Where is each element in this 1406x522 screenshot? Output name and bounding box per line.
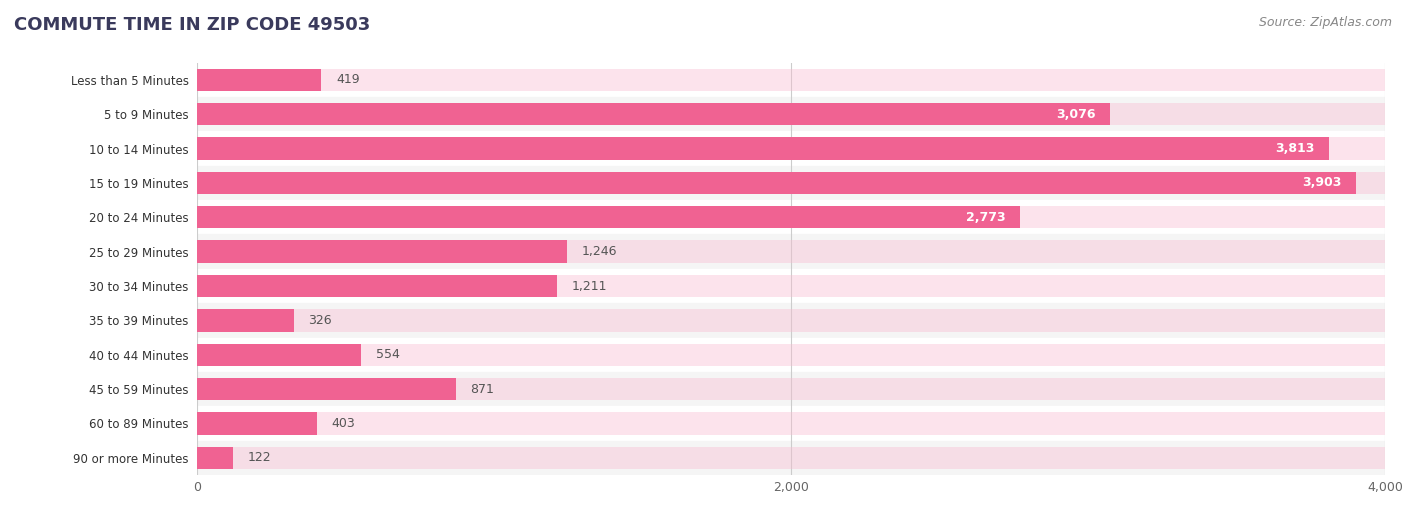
Bar — [197, 241, 1385, 263]
Bar — [197, 447, 233, 469]
Bar — [197, 206, 1385, 229]
Bar — [197, 234, 1385, 269]
Text: 3,903: 3,903 — [1302, 176, 1341, 189]
Bar — [197, 69, 1385, 91]
Bar — [197, 200, 1385, 234]
Bar — [197, 172, 1357, 194]
Bar — [197, 241, 567, 263]
Text: 419: 419 — [336, 73, 360, 86]
Bar — [197, 137, 1385, 160]
Text: 326: 326 — [308, 314, 332, 327]
Text: 403: 403 — [332, 417, 356, 430]
Bar — [197, 309, 294, 331]
Text: 122: 122 — [247, 452, 271, 465]
Bar — [197, 206, 1021, 229]
Text: Source: ZipAtlas.com: Source: ZipAtlas.com — [1258, 16, 1392, 29]
Text: 1,211: 1,211 — [571, 279, 607, 292]
Text: 3,076: 3,076 — [1056, 108, 1095, 121]
Bar — [197, 309, 1385, 331]
Text: 1,246: 1,246 — [582, 245, 617, 258]
Bar — [197, 275, 557, 297]
Bar — [197, 166, 1385, 200]
Bar — [197, 343, 1385, 366]
Bar — [197, 412, 316, 435]
Text: 871: 871 — [471, 383, 495, 396]
Bar — [197, 69, 322, 91]
Bar — [197, 343, 361, 366]
Bar — [197, 378, 456, 400]
Bar — [197, 137, 1329, 160]
Bar — [197, 412, 1385, 435]
Bar — [197, 372, 1385, 406]
Text: 3,813: 3,813 — [1275, 142, 1315, 155]
Bar — [197, 172, 1385, 194]
Bar — [197, 378, 1385, 400]
Text: COMMUTE TIME IN ZIP CODE 49503: COMMUTE TIME IN ZIP CODE 49503 — [14, 16, 370, 33]
Bar — [197, 275, 1385, 297]
Bar — [197, 441, 1385, 475]
Text: 2,773: 2,773 — [966, 211, 1005, 224]
Text: 554: 554 — [377, 348, 401, 361]
Bar — [197, 447, 1385, 469]
Bar — [197, 269, 1385, 303]
Bar — [197, 63, 1385, 97]
Bar — [197, 406, 1385, 441]
Bar — [197, 103, 1111, 125]
Bar — [197, 303, 1385, 338]
Bar — [197, 132, 1385, 166]
Bar — [197, 97, 1385, 132]
Bar — [197, 338, 1385, 372]
Bar — [197, 103, 1385, 125]
